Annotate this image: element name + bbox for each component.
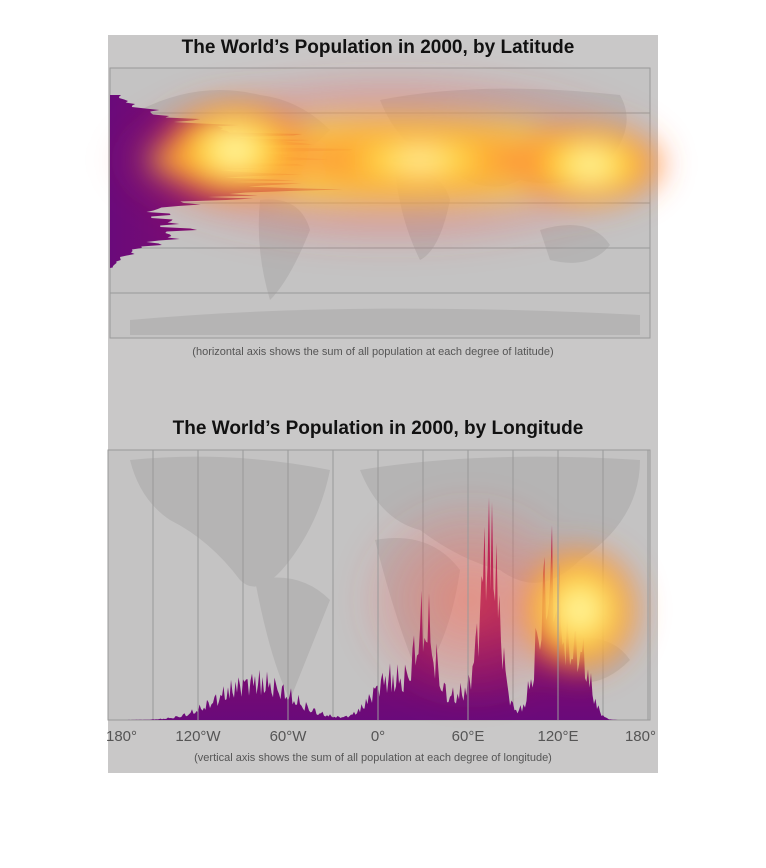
x-tick-label: 120°W [175,728,221,745]
chart-title: The World’s Population in 2000, by Longi… [173,418,584,439]
x-tick-label: 0° [371,728,385,745]
x-tick-label: 180° [106,728,137,745]
heatmap [350,490,645,710]
chart-note: (horizontal axis shows the sum of all po… [192,346,553,358]
x-tick-label: 60°E [452,728,485,745]
chart-title: The World’s Population in 2000, by Latit… [182,37,575,58]
x-tick-label: 120°E [537,728,578,745]
heatmap [100,65,680,255]
x-tick-label: 60°W [270,728,308,745]
x-tick-label: 180° [625,728,656,745]
chart-note: (vertical axis shows the sum of all popu… [194,752,552,764]
